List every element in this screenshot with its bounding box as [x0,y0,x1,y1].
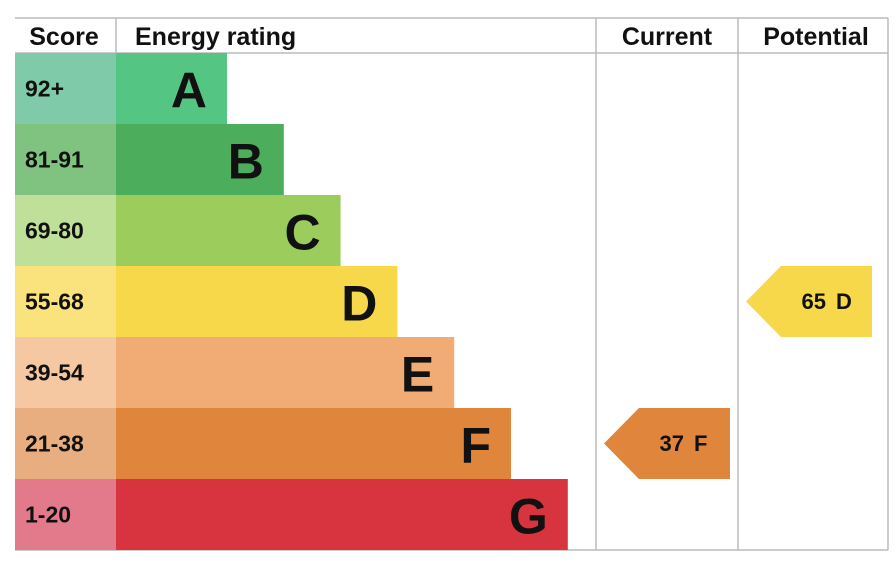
current-score: 37 [660,431,684,456]
rating-bar [116,53,227,124]
rating-letter: D [341,276,377,332]
score-range: 69-80 [25,218,84,244]
potential-score: 65 [802,289,826,314]
score-range: 39-54 [25,360,84,386]
rating-letter: A [171,63,207,119]
rating-bar [116,479,568,550]
header-potential: Potential [763,23,869,51]
score-range: 1-20 [25,502,71,528]
score-cell [15,266,116,337]
rating-bar [116,337,455,408]
rating-letter: G [509,489,548,545]
rating-letter: F [460,418,491,474]
potential-letter: D [836,289,852,314]
score-range: 92+ [25,76,64,102]
rating-bar [116,195,341,266]
current-letter: F [694,431,707,456]
score-range: 21-38 [25,431,84,457]
header-score: Score [29,23,99,51]
current-arrow [604,408,730,479]
rating-bar [116,124,284,195]
rating-letter: C [284,205,320,261]
score-range: 81-91 [25,147,84,173]
rating-letter: B [228,134,264,190]
header-rating: Energy rating [135,23,296,51]
score-cell [15,53,116,124]
rating-bar [116,266,398,337]
score-cell [15,337,116,408]
score-cell [15,195,116,266]
rating-bar [116,408,511,479]
potential-arrow [746,266,872,337]
score-cell [15,124,116,195]
score-cell [15,479,116,550]
score-range: 55-68 [25,289,84,315]
header-current: Current [622,23,713,51]
score-cell [15,408,116,479]
rating-letter: E [401,347,434,403]
